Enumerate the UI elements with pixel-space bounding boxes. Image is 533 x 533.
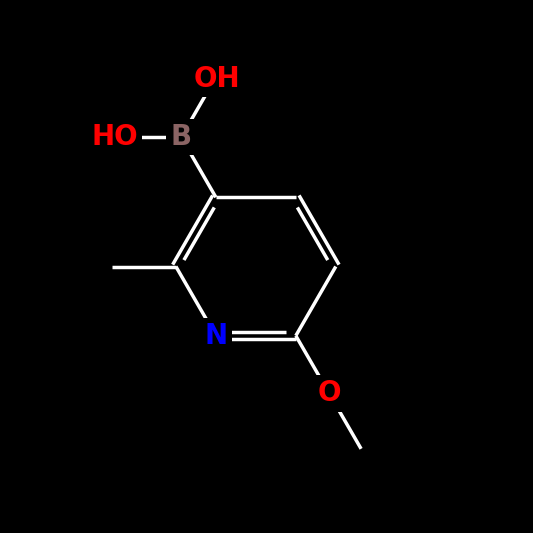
- Text: OH: OH: [194, 65, 240, 93]
- Text: O: O: [317, 379, 341, 407]
- Text: N: N: [204, 322, 228, 350]
- Text: B: B: [171, 123, 192, 151]
- Text: HO: HO: [91, 123, 138, 151]
